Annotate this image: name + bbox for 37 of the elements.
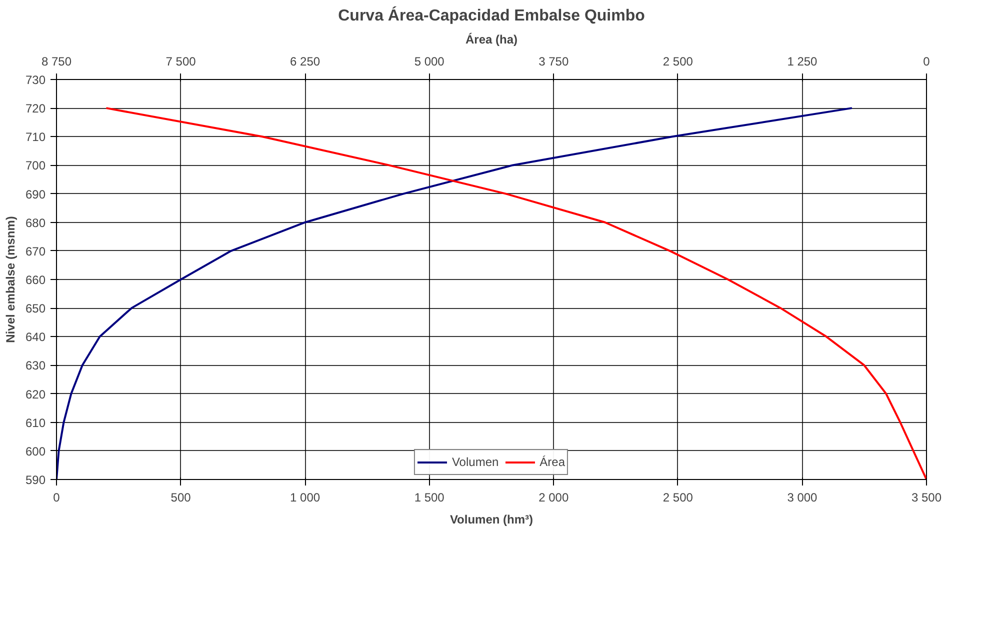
x2-tick-label: 2 500: [662, 54, 694, 68]
x2-tick-label: 3 750: [538, 54, 569, 68]
x-tick-label: 2 000: [538, 490, 569, 504]
x-tick-label: 3 500: [911, 490, 942, 504]
y-tick-label: 610: [25, 416, 46, 430]
x2-tick-label: 5 000: [414, 54, 445, 68]
y-tick-label: 730: [25, 73, 46, 87]
x2-tick-label: 0: [923, 54, 930, 68]
y-tick-label: 660: [25, 273, 46, 287]
x2-axis-title: Área (ha): [465, 32, 518, 46]
y-tick-label: 670: [25, 244, 46, 258]
legend-label: Área: [540, 455, 566, 469]
x-tick-label: 1 500: [414, 490, 445, 504]
y-tick-label: 620: [25, 387, 46, 402]
x2-tick-label: 1 250: [787, 54, 818, 68]
x2-tick-label: 6 250: [290, 54, 320, 68]
y-tick-label: 700: [25, 158, 46, 173]
x-tick-label: 2 500: [662, 490, 694, 504]
x-tick-label: 500: [170, 490, 192, 504]
y-tick-label: 650: [25, 302, 46, 316]
chart-title: Curva Área-Capacidad Embalse Quimbo: [338, 6, 646, 24]
y-tick-label: 690: [25, 187, 46, 202]
y-tick-label: 600: [25, 444, 46, 458]
x-tick-label: 0: [53, 490, 60, 504]
y-tick-label: 680: [25, 216, 46, 230]
y-tick-label: 630: [25, 358, 46, 373]
x-tick-label: 1 000: [290, 490, 320, 504]
y-tick-label: 590: [25, 473, 46, 487]
y-tick-label: 710: [25, 130, 46, 144]
legend-label: Volumen: [452, 455, 499, 469]
y-tick-label: 720: [25, 102, 46, 116]
x2-tick-label: 8 750: [41, 54, 72, 68]
y-axis-title: Nivel embalse (msnm): [3, 216, 18, 343]
x-axis-title: Volumen (hm³): [450, 512, 534, 526]
y-tick-label: 640: [25, 330, 46, 344]
x-tick-label: 3 000: [787, 490, 818, 504]
x2-tick-label: 7 500: [166, 54, 196, 68]
